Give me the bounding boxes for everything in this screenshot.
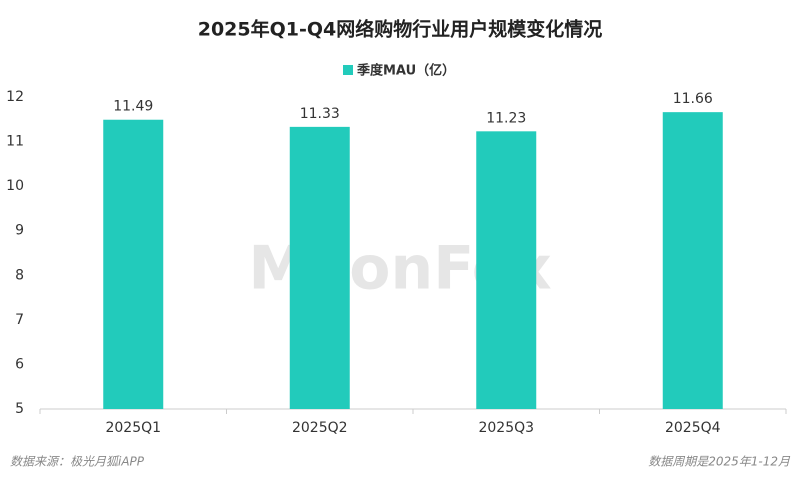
legend-label: 季度MAU（亿）	[356, 63, 455, 79]
bar	[103, 119, 164, 409]
x-tick-label: 2025Q3	[478, 420, 534, 436]
y-tick-label: 5	[15, 401, 24, 417]
value-label: 11.66	[673, 91, 713, 107]
value-label: 11.49	[113, 99, 153, 115]
x-tick-label: 2025Q4	[665, 420, 721, 436]
value-label: 11.33	[300, 106, 340, 122]
value-label: 11.23	[486, 110, 526, 126]
y-tick-label: 9	[15, 223, 24, 239]
x-tick-label: 2025Q2	[292, 420, 348, 436]
y-tick-label: 12	[6, 89, 24, 105]
y-tick-label: 6	[15, 356, 24, 372]
y-tick-label: 11	[6, 134, 24, 150]
bar	[289, 126, 350, 409]
bar	[476, 131, 537, 409]
legend-swatch	[343, 65, 353, 75]
y-tick-label: 7	[15, 312, 24, 328]
chart-title: 2025年Q1-Q4网络购物行业用户规模变化情况	[198, 18, 603, 41]
bar	[662, 112, 723, 409]
period-note: 数据周期是2025年1-12月	[648, 455, 791, 469]
y-tick-label: 8	[15, 267, 24, 283]
source-note: 数据来源：极光月狐iAPP	[10, 455, 145, 469]
x-tick-label: 2025Q1	[105, 420, 161, 436]
y-tick-label: 10	[6, 178, 24, 194]
